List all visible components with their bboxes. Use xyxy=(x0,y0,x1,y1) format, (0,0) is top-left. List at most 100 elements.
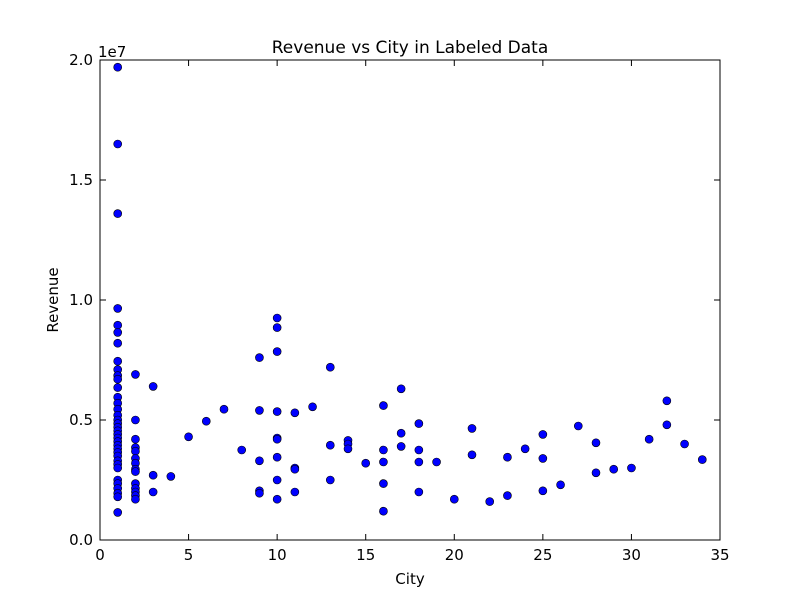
data-point xyxy=(662,420,672,430)
data-point xyxy=(325,440,335,450)
data-point xyxy=(272,494,282,504)
data-point xyxy=(272,434,282,444)
data-point xyxy=(414,457,424,467)
x-tick-label: 25 xyxy=(533,546,552,564)
data-point xyxy=(467,450,477,460)
x-tick-label: 15 xyxy=(356,546,375,564)
x-tick-label: 30 xyxy=(622,546,641,564)
data-point xyxy=(449,494,459,504)
data-point xyxy=(113,209,123,218)
y-axis-offset-label: 1e7 xyxy=(98,43,126,61)
data-point xyxy=(591,438,601,448)
data-point xyxy=(485,497,495,506)
data-point xyxy=(201,416,211,426)
data-points xyxy=(113,62,707,517)
data-point xyxy=(113,492,123,502)
data-point xyxy=(573,421,583,431)
data-point xyxy=(396,428,406,438)
data-point xyxy=(148,487,158,497)
data-point xyxy=(272,323,282,332)
data-point xyxy=(255,488,264,498)
data-point xyxy=(237,445,247,455)
data-point xyxy=(131,467,140,476)
data-point xyxy=(255,406,264,415)
data-point xyxy=(379,506,388,516)
data-point xyxy=(325,362,335,372)
data-point xyxy=(272,347,282,356)
x-tick-label: 0 xyxy=(95,546,105,564)
x-tick-label: 10 xyxy=(268,546,287,564)
data-point xyxy=(520,444,530,454)
x-tick-label: 35 xyxy=(710,546,729,564)
data-point xyxy=(379,479,388,488)
data-point xyxy=(113,463,123,473)
data-point xyxy=(308,402,317,412)
x-tick-label: 5 xyxy=(184,546,194,564)
x-axis-label: City xyxy=(395,570,425,588)
data-point xyxy=(538,430,548,439)
data-point xyxy=(396,442,406,451)
data-point xyxy=(290,464,300,474)
y-tick-label: 1.0 xyxy=(69,291,93,309)
data-point xyxy=(113,62,123,72)
axis-tick-labels: 0 5 10 15 20 25 30 35 0.0 0.5 1.0 1.5 2.0 xyxy=(69,51,729,564)
data-point xyxy=(503,452,512,462)
data-point xyxy=(131,494,140,504)
data-point xyxy=(113,356,123,366)
data-point xyxy=(432,457,441,467)
data-point xyxy=(166,472,176,481)
data-point xyxy=(131,446,140,456)
data-point xyxy=(113,383,123,392)
data-point xyxy=(325,475,335,485)
data-point xyxy=(556,480,565,490)
data-point xyxy=(379,457,388,467)
y-tick-label: 2.0 xyxy=(69,51,93,69)
data-point xyxy=(272,313,282,323)
data-point xyxy=(379,445,388,455)
data-point xyxy=(131,434,140,444)
data-point xyxy=(538,454,548,463)
data-point xyxy=(662,396,672,406)
data-point xyxy=(290,487,300,497)
plot-area-frame xyxy=(99,59,721,541)
data-point xyxy=(148,382,158,391)
y-tick-label: 1.5 xyxy=(69,171,93,189)
data-point xyxy=(414,445,424,455)
data-point xyxy=(184,432,193,442)
data-point xyxy=(538,486,548,496)
data-point xyxy=(414,487,424,497)
data-point xyxy=(290,408,300,418)
y-tick-label: 0.5 xyxy=(69,411,93,429)
data-point xyxy=(113,508,123,517)
data-point xyxy=(467,424,477,433)
data-point xyxy=(609,464,619,474)
data-point xyxy=(644,434,654,444)
data-point xyxy=(113,304,123,313)
data-point xyxy=(627,463,636,473)
data-point xyxy=(414,419,424,428)
data-point xyxy=(113,320,123,330)
data-point xyxy=(131,370,140,379)
data-point xyxy=(272,452,282,462)
data-point xyxy=(113,328,123,337)
chart-title: Revenue vs City in Labeled Data xyxy=(272,38,549,58)
data-point xyxy=(396,384,406,394)
y-axis-label: Revenue xyxy=(44,267,62,332)
data-point xyxy=(131,415,140,425)
data-point xyxy=(680,439,689,449)
data-point xyxy=(113,374,123,384)
data-point xyxy=(697,455,707,464)
data-point xyxy=(591,468,601,478)
data-point xyxy=(503,491,512,500)
data-point xyxy=(272,407,282,416)
data-point xyxy=(361,458,371,468)
data-point xyxy=(113,338,123,348)
data-point xyxy=(255,353,264,362)
data-point xyxy=(379,401,388,410)
data-point xyxy=(219,404,229,414)
data-point xyxy=(255,456,264,466)
data-point xyxy=(113,139,123,149)
y-tick-label: 0.0 xyxy=(69,531,93,549)
